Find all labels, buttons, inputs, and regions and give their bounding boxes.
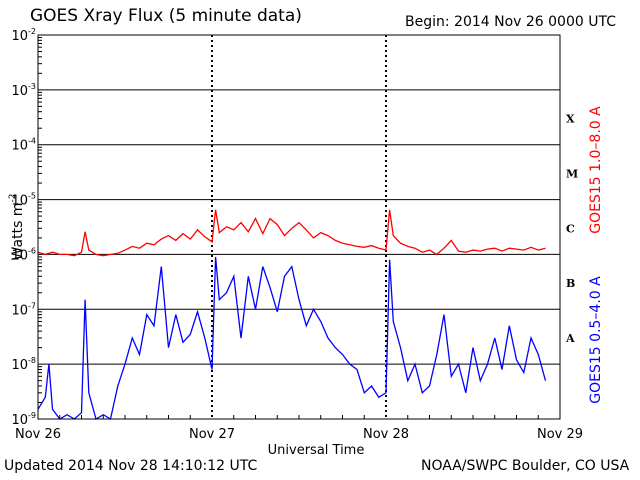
x-tick-label: Nov 28 [363,427,409,442]
y-tick-label: 10-9 [11,411,36,428]
y-tick-label: 10-2 [11,27,36,44]
series-line [37,209,546,257]
x-tick-label: Nov 27 [189,427,235,442]
updated-timestamp: Updated 2014 Nov 28 14:10:12 UTC [4,458,258,474]
flare-class-label: C [566,222,575,235]
plot-frame [37,34,561,420]
credit-text: NOAA/SWPC Boulder, CO USA [421,458,630,474]
series-line [37,256,547,421]
y-tick-label: 10-7 [11,301,36,318]
svg-text:Watts m-2: Watts m-2 [8,194,26,261]
y-axis-label-text: Watts m [10,203,26,261]
flare-class-label: X [566,113,575,126]
flare-class-label: B [566,277,575,290]
y-tick-label: 10-5 [11,192,36,209]
begin-time: Begin: 2014 Nov 26 0000 UTC [405,14,616,30]
y-tick-label: 10-3 [11,82,36,99]
y-axis-label-exponent: -2 [8,194,18,203]
chart-title: GOES Xray Flux (5 minute data) [30,6,302,26]
series-legend-label: GOES15 1.0–8.0 A [588,106,604,234]
x-tick-label: Nov 29 [537,427,583,442]
y-tick-label: 10-6 [11,246,36,263]
x-tick-label: Nov 26 [15,427,61,442]
y-tick-label: 10-4 [11,137,36,154]
y-tick-label: 10-8 [11,356,36,373]
series-legend-label: GOES15 0.5–4.0 A [588,276,604,404]
y-axis-label: Watts m-2 [8,194,26,261]
flare-class-label: A [565,332,575,345]
x-axis-label: Universal Time [268,443,365,458]
flare-class-label: M [566,167,578,180]
